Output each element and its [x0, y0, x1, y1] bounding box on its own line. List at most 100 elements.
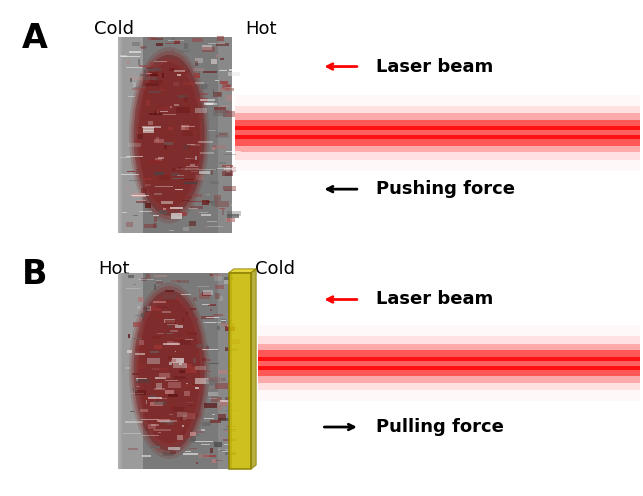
Text: Hot: Hot: [245, 20, 276, 38]
Bar: [223, 438, 236, 441]
Bar: [157, 445, 160, 447]
Bar: [185, 125, 198, 130]
Bar: [217, 405, 222, 410]
Bar: [183, 145, 190, 149]
Bar: [175, 189, 183, 190]
Polygon shape: [258, 361, 640, 366]
Bar: [226, 410, 238, 412]
Bar: [195, 108, 207, 113]
Bar: [127, 171, 134, 172]
Bar: [147, 37, 156, 40]
Bar: [185, 97, 188, 102]
Bar: [130, 78, 132, 82]
Bar: [225, 452, 237, 455]
Bar: [136, 378, 138, 381]
Bar: [208, 130, 216, 131]
Bar: [205, 226, 208, 228]
Bar: [189, 405, 192, 406]
Bar: [203, 359, 206, 361]
Bar: [219, 70, 227, 71]
Bar: [226, 166, 230, 172]
Bar: [217, 92, 221, 96]
Bar: [208, 221, 217, 222]
Bar: [136, 200, 146, 201]
Bar: [135, 139, 139, 142]
Bar: [206, 346, 210, 350]
Bar: [219, 400, 228, 406]
Bar: [185, 339, 193, 340]
Bar: [221, 105, 230, 107]
Text: Pulling force: Pulling force: [376, 418, 503, 436]
Bar: [224, 429, 236, 430]
Bar: [142, 455, 151, 457]
Bar: [199, 293, 210, 299]
Bar: [173, 427, 180, 430]
Bar: [208, 376, 221, 382]
Bar: [183, 453, 199, 455]
Bar: [224, 396, 230, 401]
Bar: [168, 447, 181, 450]
Bar: [221, 320, 226, 321]
Bar: [179, 50, 190, 53]
Bar: [136, 306, 141, 309]
Bar: [144, 70, 147, 72]
Bar: [145, 203, 150, 208]
Bar: [226, 426, 236, 427]
Bar: [165, 390, 174, 394]
Bar: [172, 358, 185, 364]
Bar: [189, 448, 197, 449]
Bar: [118, 272, 120, 469]
Bar: [208, 43, 225, 44]
Bar: [219, 401, 228, 406]
Bar: [208, 226, 223, 227]
Bar: [147, 306, 151, 311]
Bar: [125, 67, 141, 68]
Bar: [186, 382, 188, 384]
Bar: [154, 345, 162, 349]
Bar: [214, 107, 226, 110]
Bar: [215, 55, 218, 58]
Ellipse shape: [131, 51, 207, 220]
Bar: [164, 319, 175, 323]
Bar: [161, 201, 174, 204]
Bar: [163, 296, 176, 300]
Bar: [118, 272, 121, 469]
Bar: [141, 278, 147, 281]
Bar: [141, 419, 158, 420]
Bar: [196, 344, 208, 348]
Bar: [185, 383, 197, 388]
Bar: [188, 413, 201, 418]
Bar: [143, 369, 144, 373]
Bar: [172, 173, 180, 177]
Bar: [158, 420, 177, 422]
Bar: [215, 293, 220, 299]
Bar: [118, 272, 232, 469]
Bar: [136, 169, 138, 174]
Bar: [211, 201, 215, 206]
Bar: [186, 413, 195, 419]
Bar: [204, 84, 208, 88]
Bar: [198, 71, 200, 74]
Bar: [170, 330, 178, 332]
Bar: [132, 284, 136, 285]
Bar: [173, 82, 179, 86]
Bar: [138, 365, 145, 369]
Bar: [154, 275, 167, 277]
Bar: [195, 82, 204, 84]
Bar: [133, 338, 142, 339]
Bar: [220, 400, 235, 402]
Bar: [181, 125, 189, 130]
Bar: [179, 371, 186, 373]
Bar: [213, 144, 226, 149]
Bar: [222, 165, 233, 167]
Bar: [133, 195, 147, 197]
Bar: [164, 134, 172, 138]
Bar: [176, 168, 186, 170]
Bar: [148, 121, 153, 125]
Bar: [158, 107, 169, 112]
Bar: [218, 414, 226, 420]
Bar: [224, 168, 241, 170]
Bar: [172, 407, 184, 411]
Bar: [193, 68, 204, 70]
Bar: [154, 388, 165, 389]
